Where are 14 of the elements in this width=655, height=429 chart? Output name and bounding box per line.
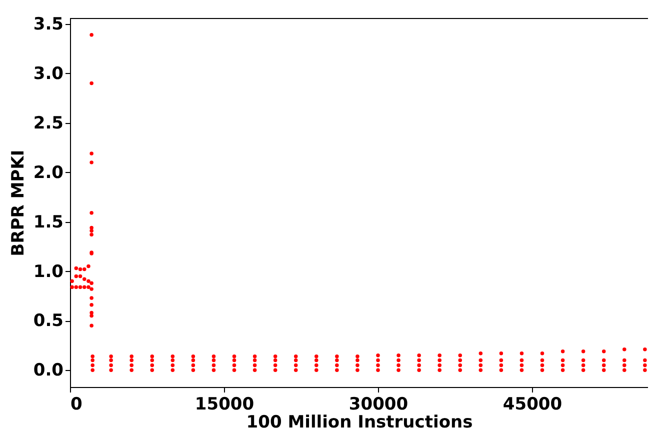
y-tick-label: 0.0 — [33, 360, 64, 381]
y-tick-label: 1.5 — [33, 212, 64, 232]
x-tick-label: 15000 — [194, 394, 254, 414]
y-tick-label: 3.0 — [33, 64, 64, 84]
y-tick-label: 1.0 — [33, 262, 64, 282]
y-axis-title: BRPR MPKI — [8, 150, 28, 256]
y-tick-label: 2.0 — [33, 162, 64, 183]
x-tick-label: 30000 — [348, 394, 408, 414]
x-tick-label: 0 — [70, 394, 82, 414]
y-tick-label: 0.5 — [33, 311, 64, 332]
x-tick-label: 45000 — [502, 394, 562, 414]
y-tick-label: 2.5 — [33, 113, 64, 134]
y-tick-label: 3.5 — [33, 14, 64, 34]
x-axis-title: 100 Million Instructions — [246, 412, 473, 429]
